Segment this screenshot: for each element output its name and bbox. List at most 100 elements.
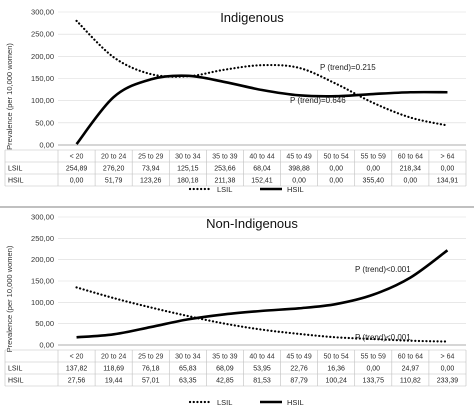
y-tick-label: 50,00: [35, 118, 54, 127]
chart-panel-2: 0,00 50,00 100,00 150,00 200,00 250,00 300,00 P…: [4, 213, 467, 407]
legend-label: HSIL: [287, 185, 304, 194]
table-cell: 0,00: [441, 366, 455, 373]
table-cell: 398,88: [288, 166, 310, 173]
chart-title: Indigenous: [220, 10, 284, 25]
x-tick-label: < 20: [70, 154, 84, 161]
table-row-label: HSIL: [8, 378, 24, 385]
y-tick-label: 50,00: [35, 319, 54, 328]
table-cell: 19,44: [105, 378, 123, 385]
y-axis-label: Prevalence (per 10,000 women): [5, 43, 14, 150]
legend-label: HSIL: [287, 398, 304, 407]
series-line-lsil: [75, 286, 449, 343]
table-cell: 68,04: [253, 166, 271, 173]
table-cell: 24,97: [402, 366, 420, 373]
y-tick-label: 0,00: [39, 341, 54, 350]
table-cell: 87,79: [290, 378, 308, 385]
trend-annotation: P (trend)=0.646: [290, 96, 346, 105]
table-cell: 0,00: [70, 178, 84, 185]
table-cell: 81,53: [253, 378, 271, 385]
table-cell: 218,34: [400, 166, 422, 173]
table-cell: 123,26: [140, 178, 162, 185]
table-cell: 51,79: [105, 178, 123, 185]
x-tick-label: 55 to 59: [361, 154, 386, 161]
x-tick-label: 25 to 29: [138, 354, 163, 361]
table-cell: 254,89: [66, 166, 88, 173]
x-tick-label: 40 to 44: [249, 154, 274, 161]
y-tick-label: 300,00: [31, 213, 54, 222]
table-cell: 57,01: [142, 378, 160, 385]
table-cell: 76,18: [142, 366, 160, 373]
table-cell: 134,91: [437, 178, 459, 185]
series-line-hsil: [76, 249, 449, 339]
table-cell: 355,40: [363, 178, 385, 185]
y-tick-label: 200,00: [31, 255, 54, 264]
x-tick-label: 60 to 64: [398, 154, 423, 161]
table-row-label: LSIL: [8, 166, 23, 173]
table-cell: 137,82: [66, 366, 88, 373]
y-axis-label: Prevalence (per 10,000 women): [5, 245, 14, 352]
y-tick-label: 250,00: [31, 234, 54, 243]
table-cell: 0,00: [329, 166, 343, 173]
table-cell: 63,35: [179, 378, 197, 385]
table-cell: 152,41: [251, 178, 273, 185]
table-cell: 0,00: [329, 178, 343, 185]
table-cell: 276,20: [103, 166, 125, 173]
x-tick-label: 25 to 29: [138, 154, 163, 161]
table-cell: 0,00: [366, 366, 380, 373]
trend-annotation: P (trend)<0.001: [355, 333, 411, 342]
x-tick-label: < 20: [70, 354, 84, 361]
table-cell: 27,56: [68, 378, 86, 385]
y-tick-label: 150,00: [31, 277, 54, 286]
legend: LSIL HSIL: [188, 398, 304, 407]
chart-title: Non-Indigenous: [206, 216, 298, 231]
y-tick-label: 0,00: [39, 141, 54, 150]
chart-panel-1: 0,00 50,00 100,00 150,00 200,00 250,00 300,00 P…: [4, 8, 467, 194]
trend-annotation: P (trend)=0.215: [320, 63, 376, 72]
table-cell: 211,38: [214, 178, 235, 185]
table-cell: 0,00: [292, 178, 306, 185]
table-cell: 42,85: [216, 378, 234, 385]
table-cell: 0,00: [441, 166, 455, 173]
table-cell: 53,95: [253, 366, 271, 373]
trend-annotation: P (trend)<0.001: [355, 265, 411, 274]
x-tick-label: 30 to 34: [175, 154, 200, 161]
table-cell: 180,18: [177, 178, 199, 185]
table-row-label: LSIL: [8, 366, 23, 373]
table-cell: 22,76: [290, 366, 308, 373]
x-tick-label: 20 to 24: [101, 354, 126, 361]
table-cell: 233,39: [437, 378, 459, 385]
x-tick-label: 30 to 34: [175, 354, 200, 361]
table-cell: 110,82: [400, 378, 421, 385]
x-tick-label: > 64: [441, 154, 455, 161]
x-tick-label: 50 to 54: [324, 154, 349, 161]
y-tick-label: 250,00: [31, 30, 54, 39]
x-tick-label: 35 to 39: [212, 354, 237, 361]
y-tick-label: 150,00: [31, 74, 54, 83]
legend-label: LSIL: [217, 185, 232, 194]
table-cell: 133,75: [363, 378, 385, 385]
y-tick-label: 100,00: [31, 96, 54, 105]
series-line-hsil: [75, 74, 448, 145]
table-cell: 65,83: [179, 366, 197, 373]
table-cell: 68,09: [216, 366, 234, 373]
legend: LSIL HSIL: [188, 185, 304, 194]
table-row-label: HSIL: [8, 178, 24, 185]
x-tick-label: 45 to 49: [286, 154, 311, 161]
y-tick-label: 300,00: [31, 8, 54, 17]
table-cell: 118,69: [103, 366, 124, 373]
y-tick-label: 100,00: [31, 298, 54, 307]
x-tick-label: 40 to 44: [249, 354, 274, 361]
table-cell: 0,00: [366, 166, 380, 173]
x-tick-label: 60 to 64: [398, 354, 423, 361]
x-tick-label: 20 to 24: [101, 154, 126, 161]
table-cell: 100,24: [325, 378, 347, 385]
x-tick-label: 50 to 54: [324, 354, 349, 361]
legend-label: LSIL: [217, 398, 232, 407]
y-tick-label: 200,00: [31, 52, 54, 61]
x-tick-label: 55 to 59: [361, 354, 386, 361]
x-tick-label: 35 to 39: [212, 154, 237, 161]
table-cell: 253,66: [214, 166, 236, 173]
table-cell: 0,00: [404, 178, 418, 185]
